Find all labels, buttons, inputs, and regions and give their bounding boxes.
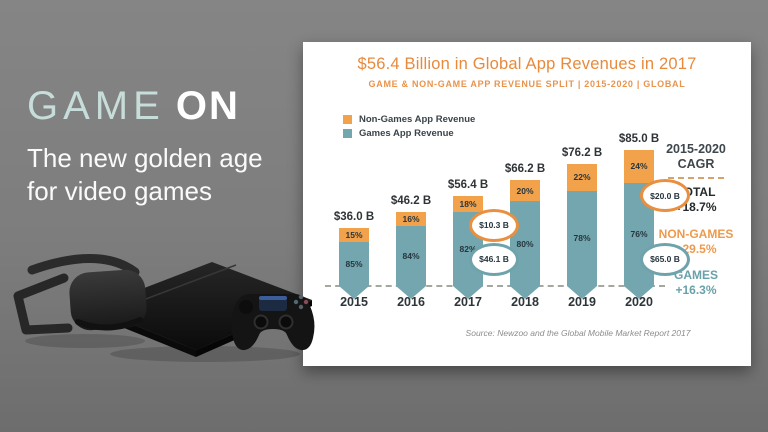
bar-total-label: $85.0 B [618,133,660,145]
cagr-games-value: +16.3% [675,283,717,297]
bar-arrow [624,286,654,299]
x-axis-year-label: 2017 [454,295,482,309]
x-axis-year-label: 2019 [568,295,596,309]
bar-arrow [567,286,597,299]
games-percent-label: 80% [516,238,534,249]
value-callout: $65.0 B [640,242,690,276]
slide-title-bold: ON [175,84,240,128]
x-axis-year-label: 2018 [511,295,539,309]
legend-label-nongames: Non-Games App Revenue [359,113,476,125]
legend-swatch-games-icon [343,128,352,138]
shadow [25,334,300,362]
cagr-heading-years: 2015-2020 [666,142,726,156]
bar-segment-games: 84% [396,226,426,286]
chart-plot: $36.0 B 15% 85% 2015 $46.2 B 16% 84% 2016 $56.4 … [303,42,751,366]
cagr-heading: 2015-2020 CAGR [646,142,746,172]
bar-arrow [453,286,483,299]
hardware-illustration [13,254,315,362]
legend-label-games: Games App Revenue [359,127,454,139]
gamepad-icon [231,294,315,351]
nongames-percent-label: 18% [459,198,477,209]
x-axis-year-label: 2016 [397,295,425,309]
chart-card: $56.4 Billion in Global App Revenues in … [303,42,751,366]
chart-legend: Non-Games App Revenue Games App Revenue [343,112,475,140]
bar-segment-games: 80% [510,201,540,286]
games-percent-label: 76% [630,229,648,240]
slide-tagline-line1: The new golden age [27,143,263,173]
x-axis-year-label: 2020 [625,295,653,309]
nongames-percent-label: 15% [345,230,363,241]
slide-title: GAME ON [27,86,240,126]
bar-segment-nongames: 22% [567,164,597,191]
nongames-percent-label: 16% [402,214,420,225]
bar-total-label: $66.2 B [504,163,546,176]
cagr-games: GAMES +16.3% [646,268,746,298]
slide-title-accent: GAME [27,84,165,128]
bar-segment-nongames: 20% [510,180,540,202]
cagr-heading-label: CAGR [677,157,715,171]
bar-arrow [339,286,369,299]
legend-item-nongames: Non-Games App Revenue [343,112,475,126]
slide-tagline-line2: for video games [27,176,212,207]
bar-segment-nongames: 24% [624,150,654,183]
bar-total-label: $46.2 B [390,195,432,208]
games-percent-label: 78% [573,233,591,244]
nongames-percent-label: 20% [516,185,534,196]
x-axis-year-label: 2015 [340,295,368,309]
bar-segment-games: 85% [339,242,369,286]
chart-subtitle: GAME & NON-GAME APP REVENUE SPLIT | 2015… [368,79,686,89]
games-percent-label: 85% [345,259,363,270]
bar-total-label: $36.0 B [333,211,375,224]
vr-headset-icon [13,254,147,335]
chart-baseline [325,285,665,287]
cagr-nongames-label: NON-GAMES [658,227,734,241]
games-percent-label: 82% [459,243,477,254]
bar-total-label: $56.4 B [447,178,489,191]
bar-segment-games: 78% [567,190,597,286]
value-callout: $46.1 B [469,242,519,276]
value-callout: $20.0 B [640,179,690,213]
bar-arrow [396,286,426,299]
cagr-divider [668,177,724,179]
bar-total-label: $76.2 B [561,147,603,160]
cagr-games-label: GAMES [673,268,718,282]
value-callout: $10.3 B [469,208,519,242]
legend-swatch-nongames-icon [343,114,352,124]
games-percent-label: 84% [402,251,420,262]
nongames-percent-label: 24% [630,161,648,172]
bar-arrow [510,286,540,299]
source-note: Source: Newzoo and the Global Mobile Mar… [465,328,691,338]
chart-title: $56.4 Billion in Global App Revenues in … [357,55,697,73]
bar-segment-nongames: 18% [453,195,483,212]
slide-tagline: The new golden age for video games [27,142,263,208]
bar-segment-nongames: 16% [396,212,426,227]
nongames-percent-label: 22% [573,172,591,183]
bar-segment-nongames: 15% [339,228,369,243]
legend-item-games: Games App Revenue [343,126,475,140]
